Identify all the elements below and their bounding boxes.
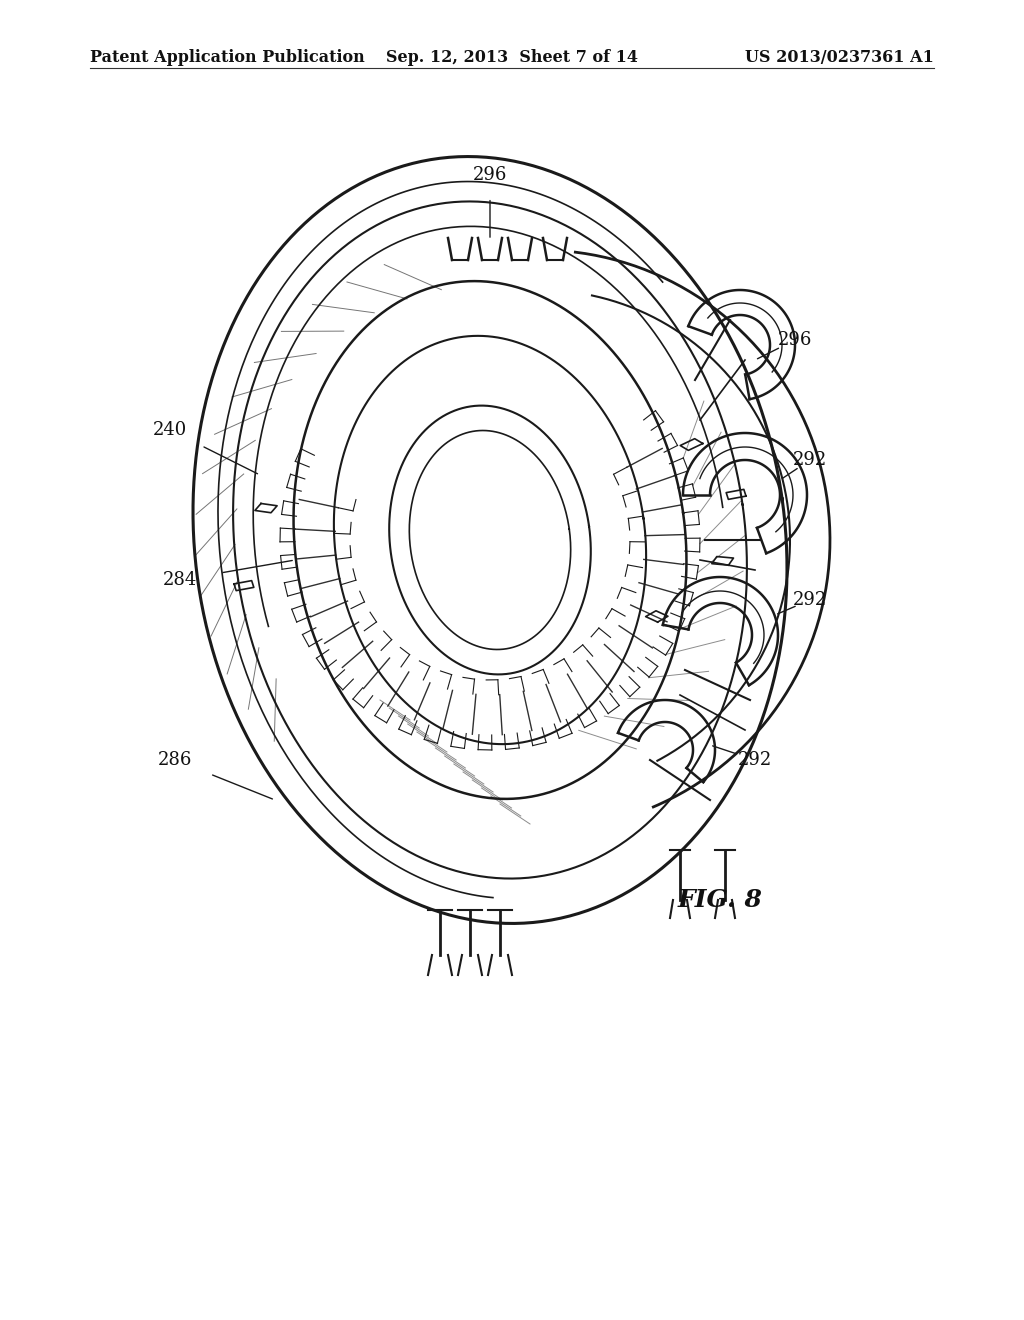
Text: 296: 296 <box>778 331 812 348</box>
Text: 296: 296 <box>473 166 507 183</box>
Text: US 2013/0237361 A1: US 2013/0237361 A1 <box>745 49 934 66</box>
Text: 292: 292 <box>738 751 772 770</box>
Text: Patent Application Publication: Patent Application Publication <box>90 49 365 66</box>
Text: Sep. 12, 2013  Sheet 7 of 14: Sep. 12, 2013 Sheet 7 of 14 <box>386 49 638 66</box>
Text: 292: 292 <box>793 591 827 609</box>
Text: 240: 240 <box>153 421 187 440</box>
Text: FIG. 8: FIG. 8 <box>678 888 763 912</box>
Text: 292: 292 <box>793 451 827 469</box>
Text: 284: 284 <box>163 572 198 589</box>
Text: 286: 286 <box>158 751 193 770</box>
